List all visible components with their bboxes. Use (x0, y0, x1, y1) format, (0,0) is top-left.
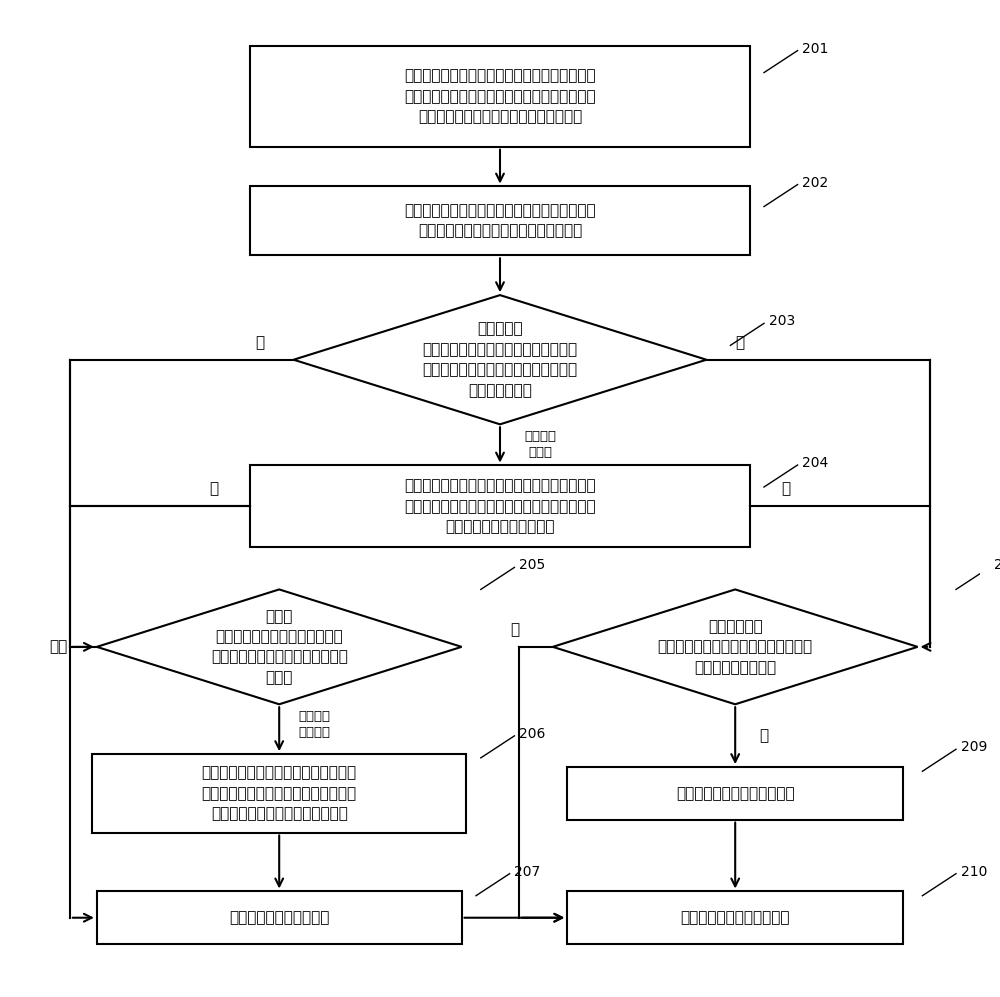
Text: 是: 是 (759, 728, 768, 743)
Text: 各端口的
带宽相同: 各端口的 带宽相同 (298, 710, 330, 739)
Text: 与最低带
宽相同: 与最低带 宽相同 (524, 431, 556, 460)
Text: 209: 209 (961, 741, 987, 755)
Bar (92, 754, 466, 832)
Bar (97, 891, 462, 944)
Polygon shape (553, 589, 918, 704)
Text: 否: 否 (735, 335, 745, 350)
Bar (250, 186, 750, 255)
Text: 205: 205 (519, 558, 545, 572)
Text: 208: 208 (994, 558, 1000, 572)
Bar (567, 767, 903, 820)
Bar (250, 466, 750, 546)
Text: 201: 201 (802, 42, 829, 56)
Text: 是: 是 (209, 482, 218, 497)
Text: 确定: 确定 (49, 639, 68, 654)
Text: 是: 是 (255, 335, 265, 350)
Text: 否: 否 (510, 622, 519, 637)
Text: 停止阻塞所述已被阻塞的端口: 停止阻塞所述已被阻塞的端口 (676, 786, 795, 801)
Bar (567, 891, 903, 944)
Text: 将接收到的所述带宽信息报文中携带的节点信息
和带宽信息对应存储在网环带宽数据库中: 将接收到的所述带宽信息报文中携带的节点信息 和带宽信息对应存储在网环带宽数据库中 (404, 203, 596, 238)
Text: 204: 204 (802, 456, 829, 471)
Text: 比较所
述当前节点上属于所述以太网环
的端口的带宽大小，确定带宽最低
的端口: 比较所 述当前节点上属于所述以太网环 的端口的带宽大小，确定带宽最低 的端口 (211, 609, 348, 685)
Text: 将当前节点
的带宽信息与所述网环带宽数据库中的
带宽信息进行比较，判断当前节点是否
为最低带宽节点: 将当前节点 的带宽信息与所述网环带宽数据库中的 带宽信息进行比较，判断当前节点是… (422, 322, 578, 398)
Text: 阻塞所述带宽最低的端口: 阻塞所述带宽最低的端口 (229, 910, 329, 925)
Text: 202: 202 (802, 175, 829, 189)
Text: 207: 207 (514, 864, 541, 878)
Text: 206: 206 (519, 727, 546, 741)
Polygon shape (97, 589, 462, 704)
Text: 203: 203 (769, 314, 795, 328)
Bar (250, 46, 750, 147)
Text: 将所述当前节点的节点信息与所述带宽最低的节
点对应的节点信息进行比较，确定优先阻塞的节
点并将其作为最低带宽节点: 将所述当前节点的节点信息与所述带宽最低的节 点对应的节点信息进行比较，确定优先阻… (404, 479, 596, 534)
Text: 接收以太网环中的其他节点发送的带宽信息报文
，所述带宽信息报文中包含发送所述带宽信息报
文的发送节点对应的节点信息和带宽信息: 接收以太网环中的其他节点发送的带宽信息报文 ，所述带宽信息报文中包含发送所述带宽… (404, 69, 596, 125)
Text: 210: 210 (961, 864, 987, 878)
Polygon shape (294, 295, 706, 425)
Text: 否: 否 (782, 482, 791, 497)
Text: 不进行链路倒换的相关操作: 不进行链路倒换的相关操作 (680, 910, 790, 925)
Text: 判断所述当前
节点上属于所述以太网环的端口中是否
存在已被阻塞的端口: 判断所述当前 节点上属于所述以太网环的端口中是否 存在已被阻塞的端口 (658, 619, 813, 675)
Text: 比较所述当前节点上属于所述以太网环
的端口对应的端口信息，确定优先阻塞
的端口并将其作为带宽最低的端口: 比较所述当前节点上属于所述以太网环 的端口对应的端口信息，确定优先阻塞 的端口并… (202, 766, 357, 822)
